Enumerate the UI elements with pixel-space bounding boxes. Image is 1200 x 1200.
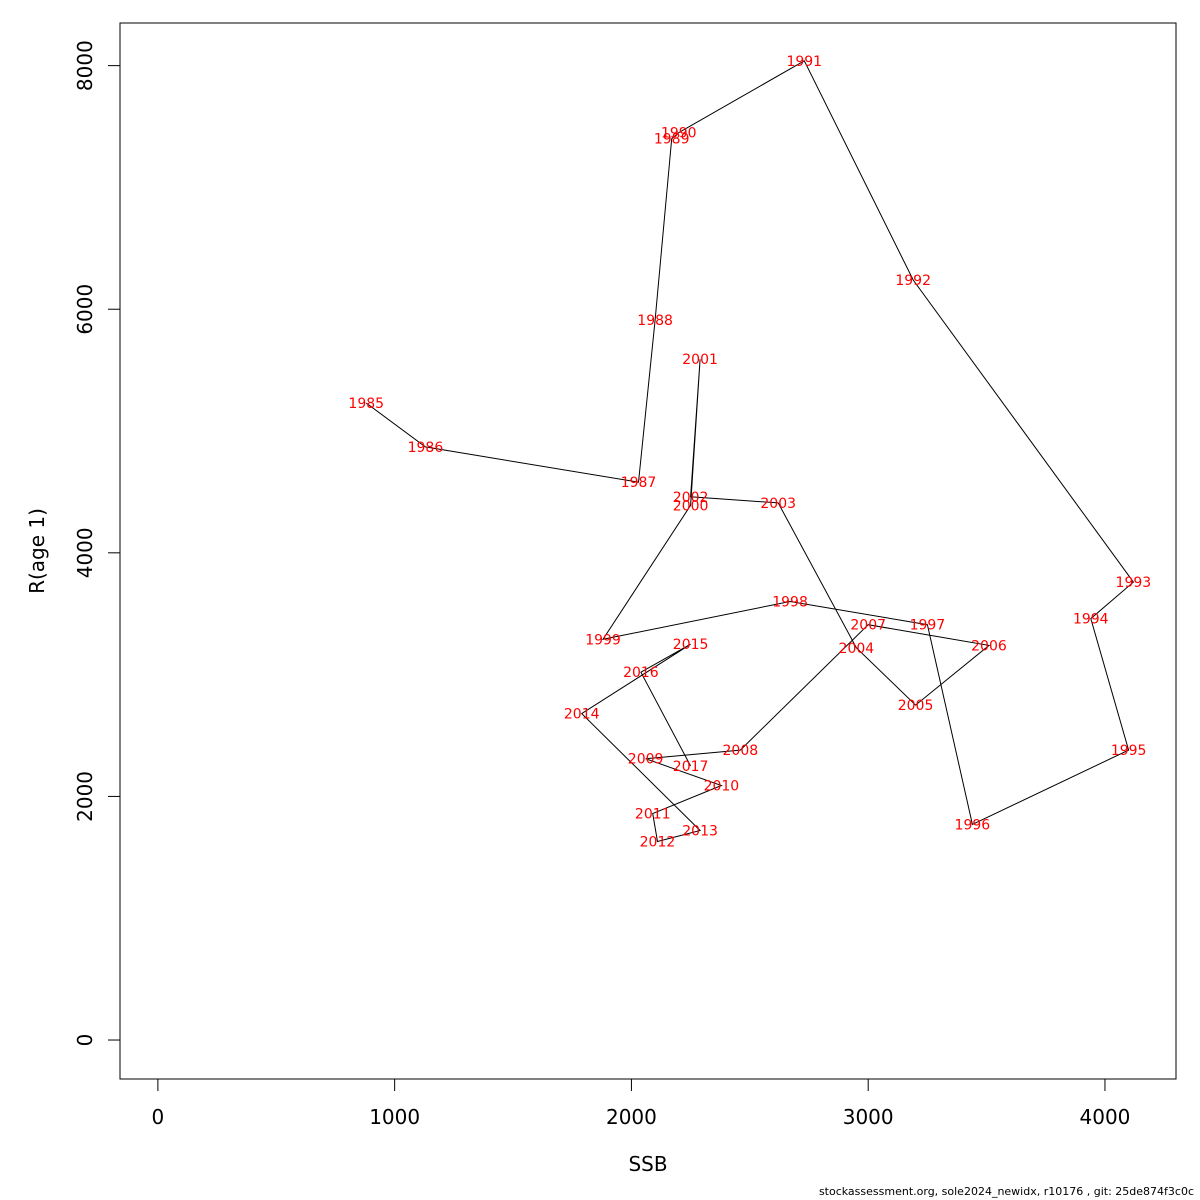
y-tick-label: 0 xyxy=(73,1034,97,1047)
point-label: 1986 xyxy=(408,440,444,456)
x-tick-label: 3000 xyxy=(843,1105,894,1129)
point-label: 1985 xyxy=(348,396,384,412)
x-tick-label: 0 xyxy=(152,1105,165,1129)
y-axis-title: R(age 1) xyxy=(25,508,49,594)
x-axis-title: SSB xyxy=(628,1152,667,1176)
y-tick-label: 2000 xyxy=(73,771,97,822)
point-label: 2012 xyxy=(640,834,676,850)
point-label: 2003 xyxy=(760,496,796,512)
point-label: 2013 xyxy=(682,824,718,840)
point-label: 2008 xyxy=(723,743,759,759)
x-axis: 0 1000 2000 3000 4000 xyxy=(152,1078,1131,1129)
point-label: 2010 xyxy=(704,778,740,794)
point-label: 1998 xyxy=(772,595,808,611)
point-label: 1999 xyxy=(585,632,621,648)
x-tick-label: 1000 xyxy=(369,1105,420,1129)
point-label: 1991 xyxy=(786,54,822,70)
point-label: 2007 xyxy=(850,618,886,634)
point-label: 2001 xyxy=(682,352,718,368)
point-label: 2014 xyxy=(564,707,600,723)
point-label: 2017 xyxy=(673,759,709,775)
point-label: 1987 xyxy=(621,475,657,491)
point-label: 1994 xyxy=(1073,612,1109,628)
footer-credit: stockassessment.org, sole2024_newidx, r1… xyxy=(818,1185,1194,1198)
y-tick-label: 8000 xyxy=(73,40,97,91)
y-tick-label: 6000 xyxy=(73,284,97,335)
point-label: 1990 xyxy=(661,126,697,142)
point-label: 1995 xyxy=(1111,743,1147,759)
point-label: 1992 xyxy=(895,273,931,289)
point-label: 1989 xyxy=(654,132,690,148)
x-tick-label: 4000 xyxy=(1080,1105,1131,1129)
point-label: 2009 xyxy=(628,752,664,768)
point-label: 2002 xyxy=(673,490,709,506)
series-line xyxy=(365,60,1135,843)
y-axis: 0 2000 4000 6000 8000 xyxy=(73,40,121,1047)
point-label: 1993 xyxy=(1116,575,1152,591)
x-tick-label: 2000 xyxy=(606,1105,657,1129)
point-label: 2016 xyxy=(623,665,659,681)
point-label: 2011 xyxy=(635,806,671,822)
point-label: 2000 xyxy=(673,498,709,514)
point-label: 2004 xyxy=(839,641,875,657)
point-label: 2005 xyxy=(898,698,934,714)
y-tick-label: 4000 xyxy=(73,527,97,578)
point-label: 1997 xyxy=(910,618,946,634)
point-label: 1988 xyxy=(637,313,673,329)
point-label: 1996 xyxy=(955,817,991,833)
point-label: 2006 xyxy=(971,638,1007,654)
plot-frame xyxy=(119,22,1177,1080)
point-label: 2015 xyxy=(673,637,709,653)
